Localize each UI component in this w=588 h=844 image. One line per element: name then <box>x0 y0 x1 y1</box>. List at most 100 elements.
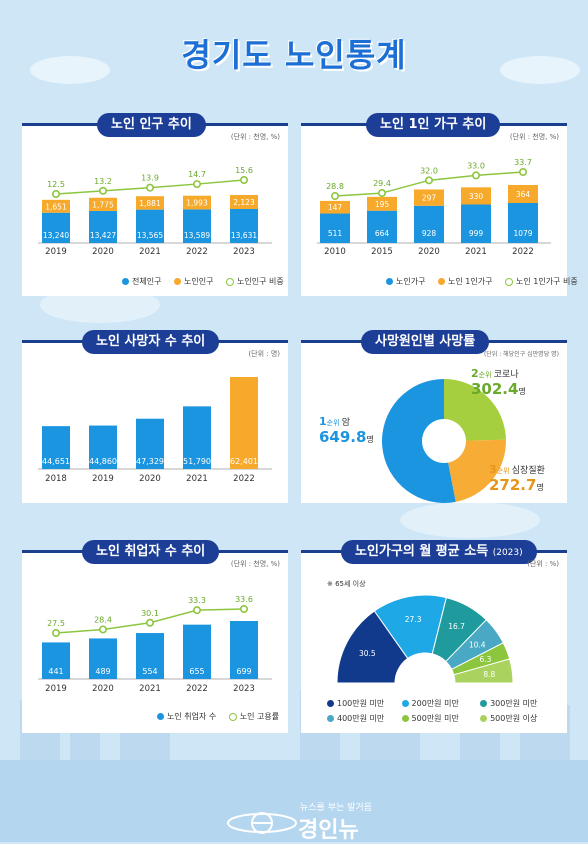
panel-income: 노인가구의 월 평균 소득 (2023) (단위 : %) ※ 65세 이상 3… <box>301 540 567 733</box>
legend-swatch <box>401 700 409 707</box>
chart-elderly-population: 13,240 1,651 2019 13,427 1,775 2020 13,565 1,88… <box>38 166 272 257</box>
data-label-total: 1079 <box>513 229 532 238</box>
ratio-point <box>472 171 481 180</box>
data-label-ratio: 29.4 <box>373 179 391 188</box>
data-label-ratio: 13.9 <box>141 174 159 183</box>
ratio-point <box>330 192 339 201</box>
data-label: 16.7 <box>448 622 465 631</box>
legend-swatch <box>480 715 488 722</box>
legend-swatch <box>228 712 237 721</box>
tick-label: 2019 <box>92 474 114 484</box>
data-label-elderly: 1,881 <box>139 199 161 208</box>
bar-elderly <box>230 195 258 209</box>
donut-value-label: 302.4명 <box>471 380 526 398</box>
data-label: 27.3 <box>405 615 422 624</box>
legend-label: 전체인구 <box>132 277 162 286</box>
bar-elderly <box>508 185 538 203</box>
donut-rank-label: 3순위 심장질환 <box>489 463 545 476</box>
legend: 노인가구 노인 1인가구 노인 1인가구 비중 <box>386 276 588 287</box>
panel-title: 노인 1인 가구 추이 <box>366 113 501 137</box>
panel-single-households: 노인 1인 가구 추이 (단위 : 천명, %) 511 147 2010 664 19… <box>301 113 578 296</box>
data-label-elderly: 297 <box>422 194 437 203</box>
tick-label: 2020 <box>139 474 161 484</box>
bar-elderly <box>320 200 350 214</box>
unit-label: (단위 : 천명, %) <box>509 133 559 141</box>
bar <box>89 425 117 469</box>
ratio-point <box>240 175 249 184</box>
legend-swatch <box>438 278 445 285</box>
panel-title-year: (2023) <box>492 548 523 558</box>
data-label-ratio: 13.2 <box>94 177 112 186</box>
legend-item: 노인 고용률 <box>228 712 279 721</box>
bar-total <box>136 209 164 243</box>
income-note: ※ 65세 이상 <box>327 580 366 588</box>
bar <box>136 418 164 469</box>
tick-label: 2022 <box>233 474 255 484</box>
data-label-total: 13,631 <box>231 231 257 240</box>
skyline-band <box>0 760 588 842</box>
legend-label: 400만원 미만 <box>337 714 385 723</box>
legend-item: 500만원 이상 <box>480 711 552 726</box>
data-label-total: 999 <box>469 229 484 238</box>
legend-swatch <box>504 277 513 286</box>
data-label: 47,329 <box>136 457 164 466</box>
logo-tagline: 뉴스를 부는 발거음 <box>300 803 372 813</box>
legend-item: 100만원 미만 <box>327 696 399 711</box>
ratio-point <box>146 618 155 627</box>
bar <box>136 633 164 679</box>
unit-label: (단위 : 명) <box>248 350 280 358</box>
bar-elderly <box>89 197 117 211</box>
data-label-total: 13,565 <box>137 231 163 240</box>
tick-label: 2021 <box>139 684 161 694</box>
legend: 전체인구 노인인구 노인인구 비중 <box>122 276 294 287</box>
tick-label: 2018 <box>45 474 67 484</box>
legend-label: 100만원 미만 <box>337 699 385 708</box>
unit-label: (단위 : %) <box>527 560 559 568</box>
donut-slice <box>444 379 506 441</box>
data-label-ratio: 30.1 <box>141 609 159 618</box>
legend-label: 노인 취업자 수 <box>167 712 217 721</box>
tick-label: 2023 <box>233 684 255 694</box>
ratio-point <box>378 189 387 198</box>
data-label: 489 <box>95 667 110 676</box>
legend-swatch <box>174 278 181 285</box>
legend-item: 노인 1인가구 비중 <box>504 277 578 286</box>
donut-slice <box>448 439 506 502</box>
data-label-ratio: 32.0 <box>420 166 438 175</box>
legend-swatch <box>327 700 334 707</box>
data-label: 30.5 <box>359 649 376 658</box>
legend-item: 노인 취업자 수 <box>157 712 216 721</box>
legend-item: 400만원 미만 <box>327 711 399 726</box>
ratio-point <box>193 606 202 615</box>
data-label-ratio: 15.6 <box>235 166 253 175</box>
panel-title: 노인가구의 월 평균 소득 (2023) <box>341 540 537 564</box>
panel-elderly-population: 노인 인구 추이 (단위 : 천명, %) 13,240 1,651 2019 13,… <box>22 113 288 296</box>
panel-title: 노인 인구 추이 <box>97 113 206 137</box>
ratio-point <box>51 629 60 638</box>
legend-label: 노인인구 비중 <box>237 277 284 286</box>
legend-label: 300만원 미만 <box>490 699 538 708</box>
panel-title-text: 노인가구의 월 평균 소득 <box>355 544 489 559</box>
bar <box>42 426 70 469</box>
data-label: 62,401 <box>230 457 258 466</box>
legend-label: 노인인구 <box>184 277 214 286</box>
bar <box>42 642 70 679</box>
tick-label: 2020 <box>92 247 114 257</box>
tick-label: 2021 <box>139 247 161 257</box>
logo-name: 경인뉴 <box>298 818 359 843</box>
bar-total <box>320 213 350 243</box>
logo-mark-icon <box>227 812 297 834</box>
data-label-ratio: 27.5 <box>47 619 65 628</box>
data-label-ratio: 28.8 <box>326 182 344 191</box>
legend: 노인 취업자 수 노인 고용률 <box>157 711 289 722</box>
ratio-point <box>193 180 202 189</box>
data-label-total: 13,589 <box>184 231 210 240</box>
legend-item: 노인 1인가구 <box>438 277 492 286</box>
data-label-elderly: 1,993 <box>186 199 208 208</box>
data-label-total: 13,427 <box>90 231 116 240</box>
legend-label: 200만원 미만 <box>411 699 459 708</box>
tick-label: 2022 <box>186 684 208 694</box>
panel-deaths: 노인 사망자 수 추이 (단위 : 명) 44,651 2018 44,860 201… <box>22 330 288 503</box>
bar-total <box>414 205 444 243</box>
